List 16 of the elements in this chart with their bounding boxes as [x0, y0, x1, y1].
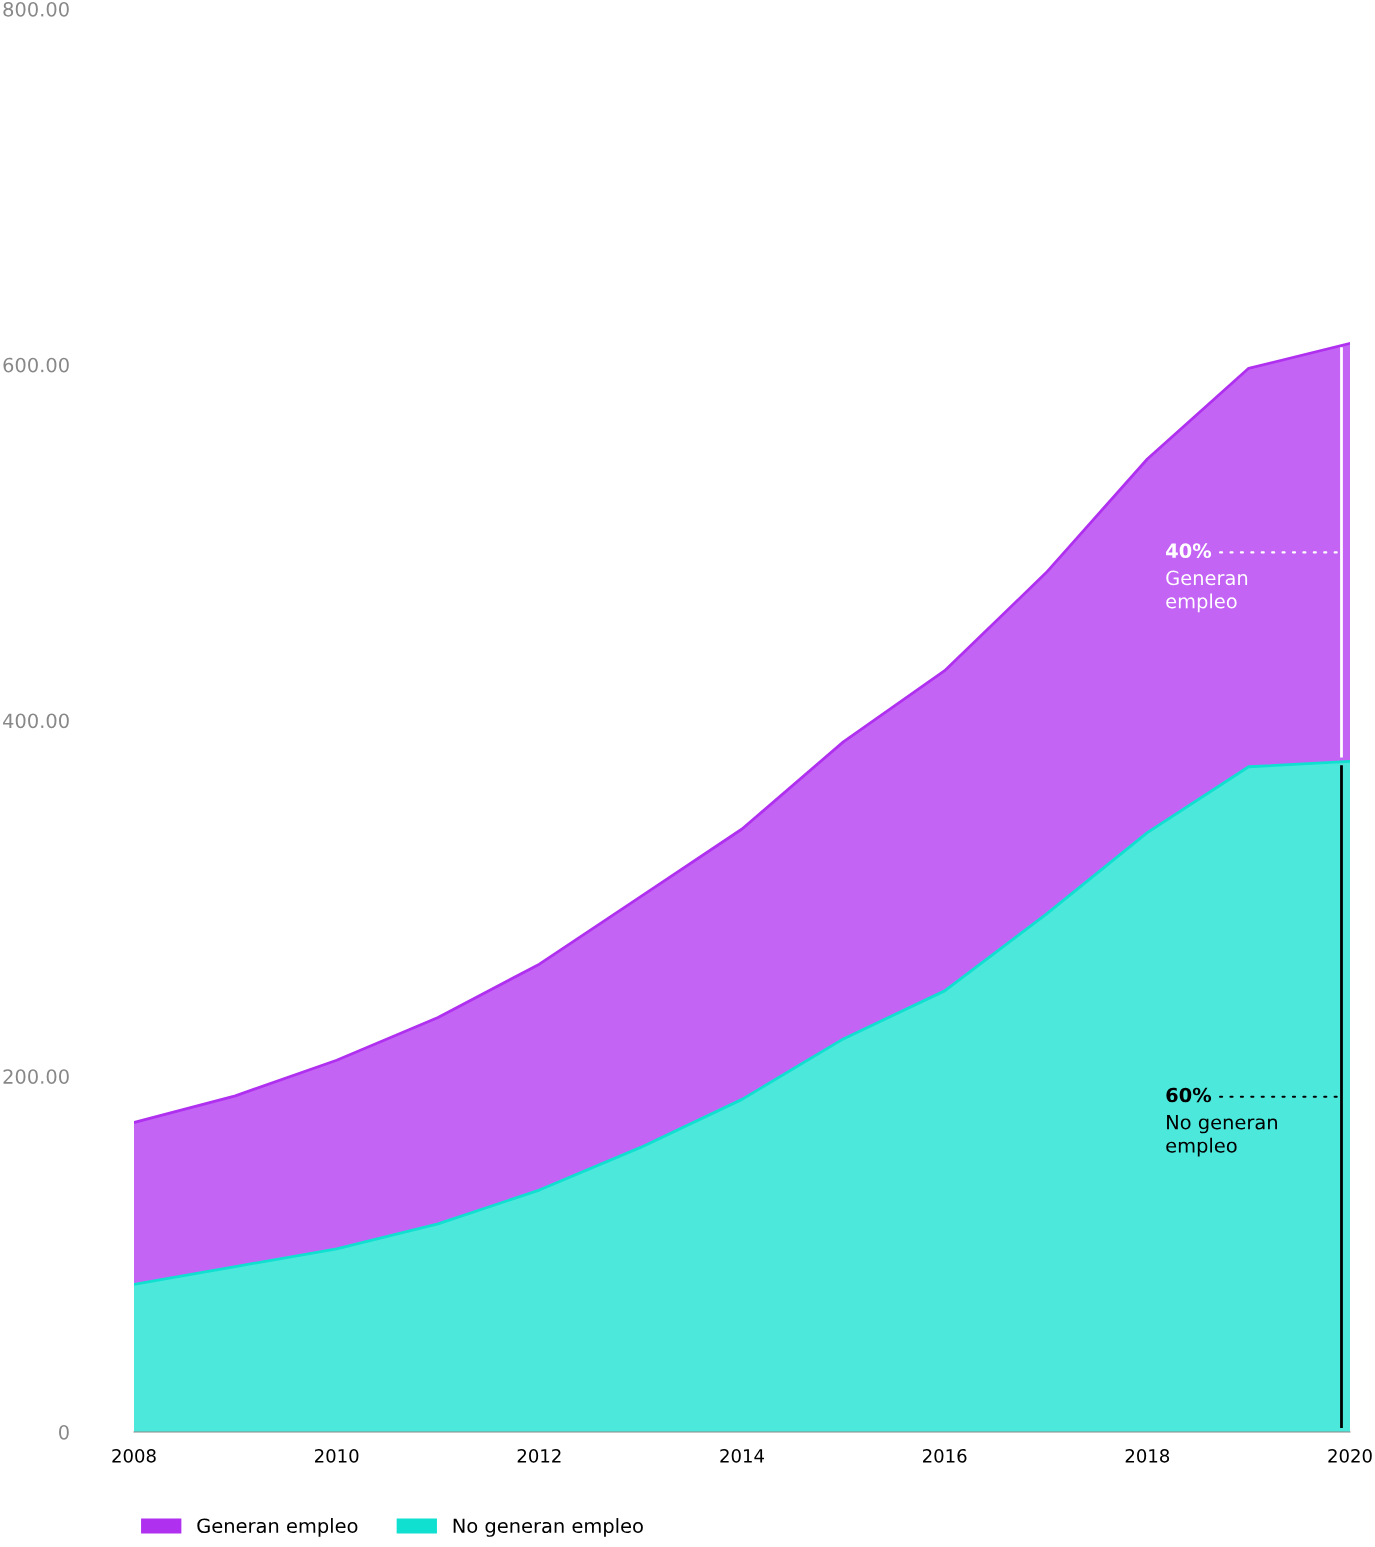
annotation: 40% Generan empleo — [1166, 543, 1248, 613]
legend-label: Generan empleo — [197, 1518, 358, 1537]
annotation: 60% No generan empleo — [1166, 1087, 1277, 1157]
x-tick-label: 2014 — [720, 1448, 764, 1463]
x-tick-label: 2018 — [1125, 1448, 1170, 1463]
x-tick-label: 2010 — [315, 1448, 359, 1463]
y-tick-label: 800.00 — [3, 1, 69, 17]
y-tick-label: 0 — [59, 1424, 69, 1440]
y-tick-label: 200.00 — [3, 1069, 69, 1084]
y-tick-label: 400.00 — [3, 713, 69, 729]
x-tick-label: 2012 — [517, 1448, 561, 1463]
legend-label: No generan empleo — [453, 1518, 643, 1537]
x-tick-label: 2016 — [923, 1448, 967, 1463]
x-tick-label: 2020 — [1328, 1448, 1372, 1463]
y-tick-label: 600.00 — [3, 357, 69, 373]
x-tick-label: 2008 — [112, 1448, 156, 1463]
